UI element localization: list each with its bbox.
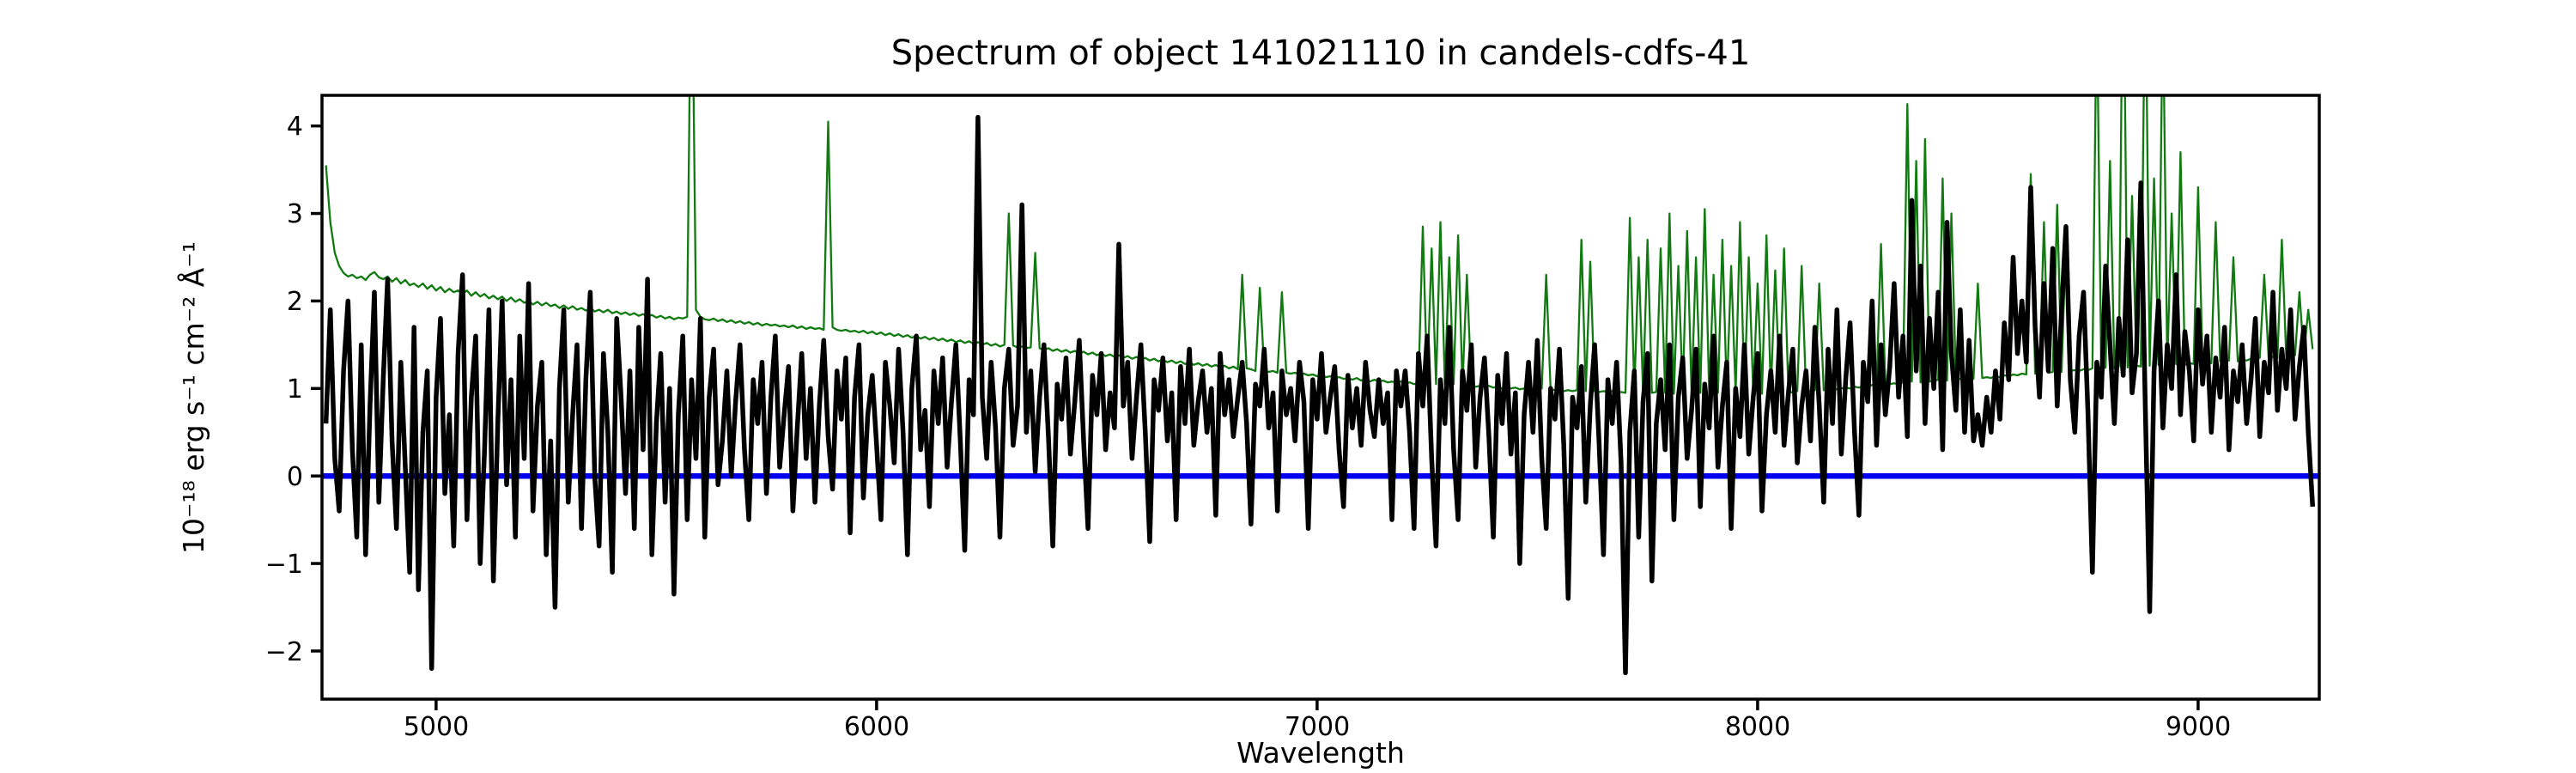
x-tick-label: 6000 [844, 712, 909, 742]
ticks-layer [311, 124, 2200, 710]
y-tick-label: 4 [287, 112, 303, 142]
object-flux-spectrum [323, 114, 2316, 676]
plot-title: Spectrum of object 141021110 in candels-… [891, 33, 1751, 73]
y-tick-label: 1 [287, 374, 303, 405]
axes-frame [320, 94, 2321, 701]
y-tick-label: −1 [265, 550, 303, 580]
y-tick-labels: 4 3 2 1 0 −1 −2 [265, 112, 303, 667]
y-tick-label: 2 [287, 287, 303, 317]
y-axis-label: 10⁻¹⁸ erg s⁻¹ cm⁻² Å⁻¹ [176, 241, 210, 554]
x-tick-label: 9000 [2166, 712, 2231, 742]
x-tick-label: 5000 [404, 712, 469, 742]
series-layer [322, 95, 2319, 676]
y-tick-label: 0 [287, 462, 303, 492]
x-axis-label: Wavelength [1236, 736, 1405, 770]
y-tick-label: 3 [287, 199, 303, 229]
x-tick-labels: 5000 6000 7000 8000 9000 [404, 712, 2231, 742]
x-tick-label: 7000 [1285, 712, 1350, 742]
y-tick-label: −2 [265, 637, 303, 667]
x-tick-label: 8000 [1725, 712, 1790, 742]
